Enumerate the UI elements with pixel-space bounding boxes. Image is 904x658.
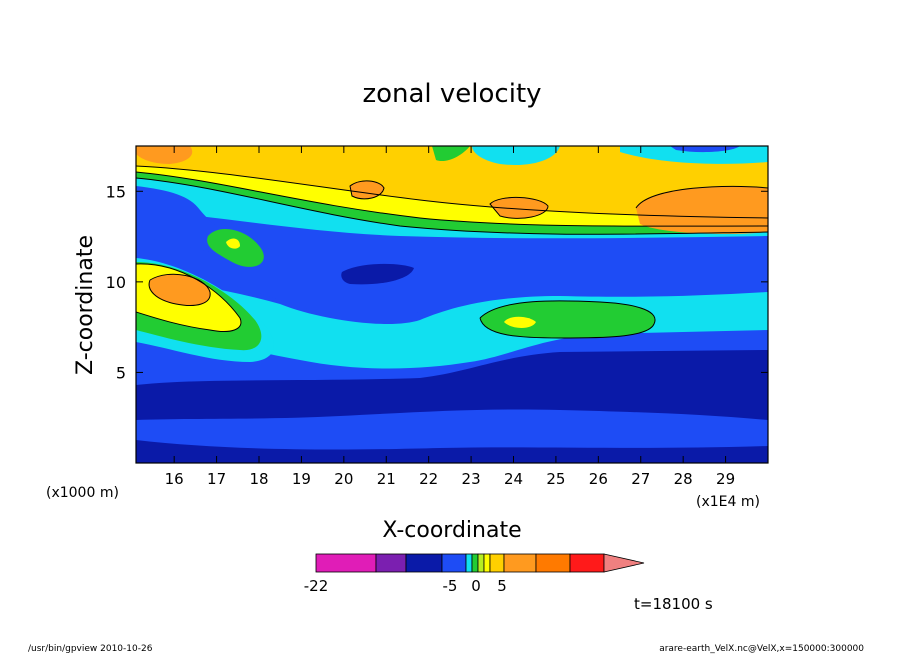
contour-line-1 [136, 177, 768, 235]
colorbar-segment [375, 553, 407, 573]
contour-line-5 [148, 273, 211, 306]
cell-dark-center [341, 263, 414, 285]
colorbar-tick-label: 0 [471, 577, 481, 595]
x-axis-title: X-coordinate [382, 518, 521, 543]
contour-line-6 [479, 300, 656, 339]
footer-left: /usr/bin/gpview 2010-10-26 [28, 644, 153, 654]
colorbar: -22 -5 0 5 [304, 553, 645, 595]
y-tick-label: 10 [106, 273, 126, 292]
band-mid-blue [136, 232, 768, 317]
band-bottom-dark [136, 440, 768, 463]
colorbar-segment [569, 553, 605, 573]
contour-field [136, 146, 768, 463]
lobe-left-orange [149, 274, 211, 306]
x-tick-label: 23 [462, 470, 481, 488]
colorbar-segment [465, 553, 473, 573]
colorbar-segment [535, 553, 571, 573]
colorbar-segment [441, 553, 467, 573]
patch-top-right-cyan [620, 146, 768, 164]
colorbar-tick-label: -5 [443, 577, 458, 595]
x-axis: 16 17 18 19 20 21 22 23 24 25 26 27 28 29 [165, 146, 735, 488]
contour-line-9 [349, 180, 385, 200]
y-axis-title: Z-coordinate [73, 235, 98, 375]
plot-frame [135, 145, 769, 464]
x-tick-label: 21 [377, 470, 396, 488]
patch-top-green [432, 146, 470, 162]
y-axis: 5 10 15 [106, 182, 768, 382]
patch-top-orange [136, 146, 193, 164]
colorbar-tick-label: -22 [304, 577, 329, 595]
cell-orange-28 [636, 186, 768, 234]
x-tick-label: 25 [546, 470, 565, 488]
band-lower-dark [136, 350, 768, 420]
contour-line-2 [136, 171, 768, 227]
y-units-note: (x1000 m) [46, 485, 119, 501]
patch-top-cyan [472, 146, 560, 166]
colorbar-segment [405, 553, 443, 573]
colorbar-segment [483, 553, 491, 573]
colorbar-segment [477, 553, 485, 573]
time-annotation: t=18100 s [634, 595, 713, 613]
band-upper-gold [136, 146, 768, 218]
x-tick-label: 20 [334, 470, 353, 488]
x-tick-label: 29 [716, 470, 735, 488]
colorbar-segment [471, 553, 479, 573]
y-tick-label: 15 [106, 182, 126, 201]
contour-line-8 [489, 196, 549, 219]
band-mid-cyan [136, 278, 768, 369]
colorbar-segment [503, 553, 537, 573]
x-tick-label: 18 [249, 470, 268, 488]
chart-title: zonal velocity [362, 79, 541, 109]
x-tick-label: 24 [504, 470, 523, 488]
lobe-right-yellow [504, 316, 536, 328]
contour-line-3 [136, 165, 768, 219]
band-upper-blue-left [136, 186, 279, 259]
x-tick-label: 27 [631, 470, 650, 488]
x-tick-label: 28 [674, 470, 693, 488]
lobe-right-green [480, 300, 656, 338]
contour-line-7 [635, 185, 768, 209]
x-tick-label: 26 [589, 470, 608, 488]
colorbar-tick-label: 5 [497, 577, 507, 595]
x-tick-label: 16 [165, 470, 184, 488]
x-tick-label: 19 [292, 470, 311, 488]
patch-top-right-blue [670, 146, 740, 153]
footer-right: arare-earth_VelX.nc@VelX,x=150000:300000 [659, 644, 864, 654]
colorbar-segment [489, 553, 505, 573]
x-units-note: (x1E4 m) [696, 494, 760, 510]
y-tick-label: 5 [116, 363, 126, 382]
colorbar-segment [315, 553, 377, 573]
blob-yellow-17 [226, 238, 240, 249]
x-tick-label: 22 [419, 470, 438, 488]
colorbar-arrow [603, 553, 645, 573]
contour-line-4 [136, 263, 242, 332]
cell-orange-24 [490, 197, 548, 219]
x-tick-label: 17 [207, 470, 226, 488]
